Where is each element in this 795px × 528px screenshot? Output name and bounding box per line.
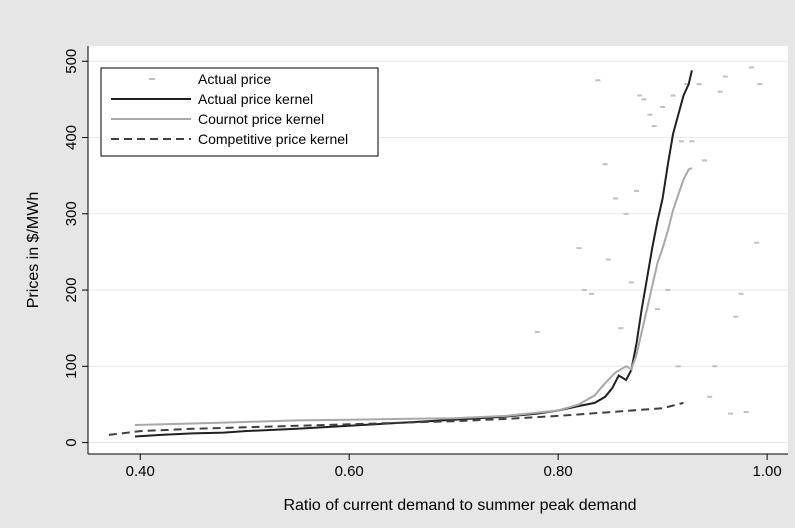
x-tick-labels: 0.40 0.60 0.80 1.00	[126, 454, 782, 480]
x-tick-label: 0.60	[335, 463, 364, 480]
y-tick-label: 0	[63, 438, 80, 446]
actual-price-kernel-line	[134, 70, 693, 438]
x-tick-label: 0.80	[544, 463, 573, 480]
actual-price-points	[534, 66, 763, 415]
x-tick-label: 1.00	[753, 463, 782, 480]
x-tick-label: 0.40	[126, 463, 155, 480]
y-tick-label: 100	[63, 354, 80, 379]
y-tick-label: 300	[63, 201, 80, 226]
legend-box	[100, 67, 379, 157]
axes	[87, 46, 788, 455]
competitive-price-kernel-line	[108, 401, 684, 436]
legend: Actual price Actual price kernel Cournot p…	[100, 67, 379, 157]
legend-label: Competitive price kernel	[198, 131, 348, 147]
legend-label: Cournot price kernel	[198, 111, 324, 127]
y-axis-label: Prices in $/MWh	[25, 192, 42, 308]
y-tick-label: 500	[63, 49, 80, 74]
kernel-lines	[108, 70, 693, 438]
x-axis-label: Ratio of current demand to summer peak d…	[283, 497, 636, 514]
legend-label: Actual price kernel	[198, 91, 313, 107]
y-tick-label: 400	[63, 125, 80, 150]
legend-label: Actual price	[198, 71, 271, 87]
grid-lines	[88, 60, 788, 444]
y-tick-label: 200	[63, 278, 80, 303]
y-tick-labels: 0 100 200 300 400 500	[63, 49, 88, 447]
cournot-price-kernel-line	[134, 167, 693, 426]
